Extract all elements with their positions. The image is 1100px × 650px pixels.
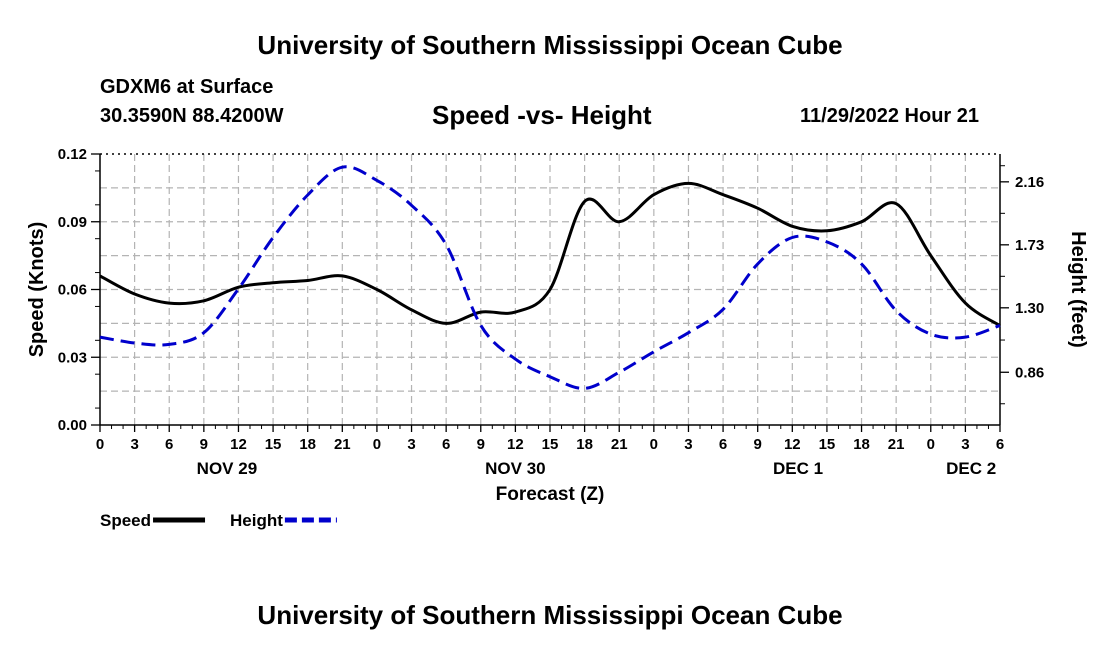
x-tick-label: 3: [130, 436, 138, 453]
x-tick-label: 0: [927, 436, 935, 453]
day-label: NOV 29: [197, 459, 257, 478]
x-tick-label: 18: [299, 436, 316, 453]
x-tick-label: 6: [165, 436, 173, 453]
x-tick-label: 15: [819, 436, 836, 453]
axes: [91, 153, 1009, 432]
y2-tick-label: 2.16: [1015, 174, 1044, 191]
x-tick-label: 12: [507, 436, 524, 453]
axis-labels: 0 3 6 9 12 15 18 21 0 3 6 9 12 15 18 21 0 3 6 9 12 15 18 21 0 3 6 N…: [26, 146, 1089, 505]
x-tick-label: 3: [961, 436, 969, 453]
x-tick-label: 6: [996, 436, 1004, 453]
x-tick-label: 9: [200, 436, 208, 453]
x-tick-label: 12: [784, 436, 801, 453]
y-axis-title: Speed (Knots): [26, 222, 48, 358]
x-tick-label: 15: [542, 436, 559, 453]
x-tick-label: 6: [719, 436, 727, 453]
day-label: DEC 2: [946, 459, 996, 478]
x-tick-label: 3: [407, 436, 415, 453]
y2-tick-label: 0.86: [1015, 364, 1044, 381]
series-line-height: [99, 165, 1001, 390]
y-tick-label: 0.00: [58, 417, 87, 434]
y-tick-label: 0.06: [58, 282, 87, 299]
x-tick-label: 12: [230, 436, 247, 453]
y2-tick-label: 1.73: [1015, 237, 1044, 254]
legend-label-height: Height: [230, 511, 283, 530]
footer-title: University of Southern Mississippi Ocean…: [257, 600, 843, 630]
x-tick-label: 18: [576, 436, 593, 453]
x-axis-title: Forecast (Z): [496, 484, 605, 505]
day-label: NOV 30: [485, 459, 545, 478]
chart-subtitle: Speed -vs- Height: [432, 100, 652, 130]
x-tick-label: 6: [442, 436, 450, 453]
x-tick-label: 21: [611, 436, 628, 453]
y2-tick-label: 1.30: [1015, 300, 1044, 317]
x-tick-label: 21: [888, 436, 905, 453]
x-tick-label: 21: [334, 436, 351, 453]
legend: Speed Height: [100, 511, 337, 530]
x-tick-label: 18: [853, 436, 870, 453]
series-line-speed: [99, 181, 1001, 327]
series-layer: [99, 165, 1001, 390]
station-label: GDXM6 at Surface: [100, 76, 274, 98]
y2-axis-title: Height (feet): [1067, 231, 1089, 348]
x-tick-label: 9: [477, 436, 485, 453]
y-tick-label: 0.09: [58, 214, 87, 231]
y-tick-label: 0.12: [58, 146, 87, 163]
x-tick-label: 0: [96, 436, 104, 453]
x-tick-label: 0: [650, 436, 658, 453]
day-label: DEC 1: [773, 459, 823, 478]
station-coordinates: 30.3590N 88.4200W: [100, 105, 284, 127]
x-tick-label: 15: [265, 436, 282, 453]
forecast-timestamp: 11/29/2022 Hour 21: [800, 105, 980, 127]
x-tick-label: 9: [754, 436, 762, 453]
legend-label-speed: Speed: [100, 511, 151, 530]
x-tick-label: 0: [373, 436, 381, 453]
x-tick-label: 3: [684, 436, 692, 453]
chart-main-title: University of Southern Mississippi Ocean…: [257, 30, 843, 60]
y-tick-label: 0.03: [58, 349, 87, 366]
grid: [100, 154, 1000, 425]
